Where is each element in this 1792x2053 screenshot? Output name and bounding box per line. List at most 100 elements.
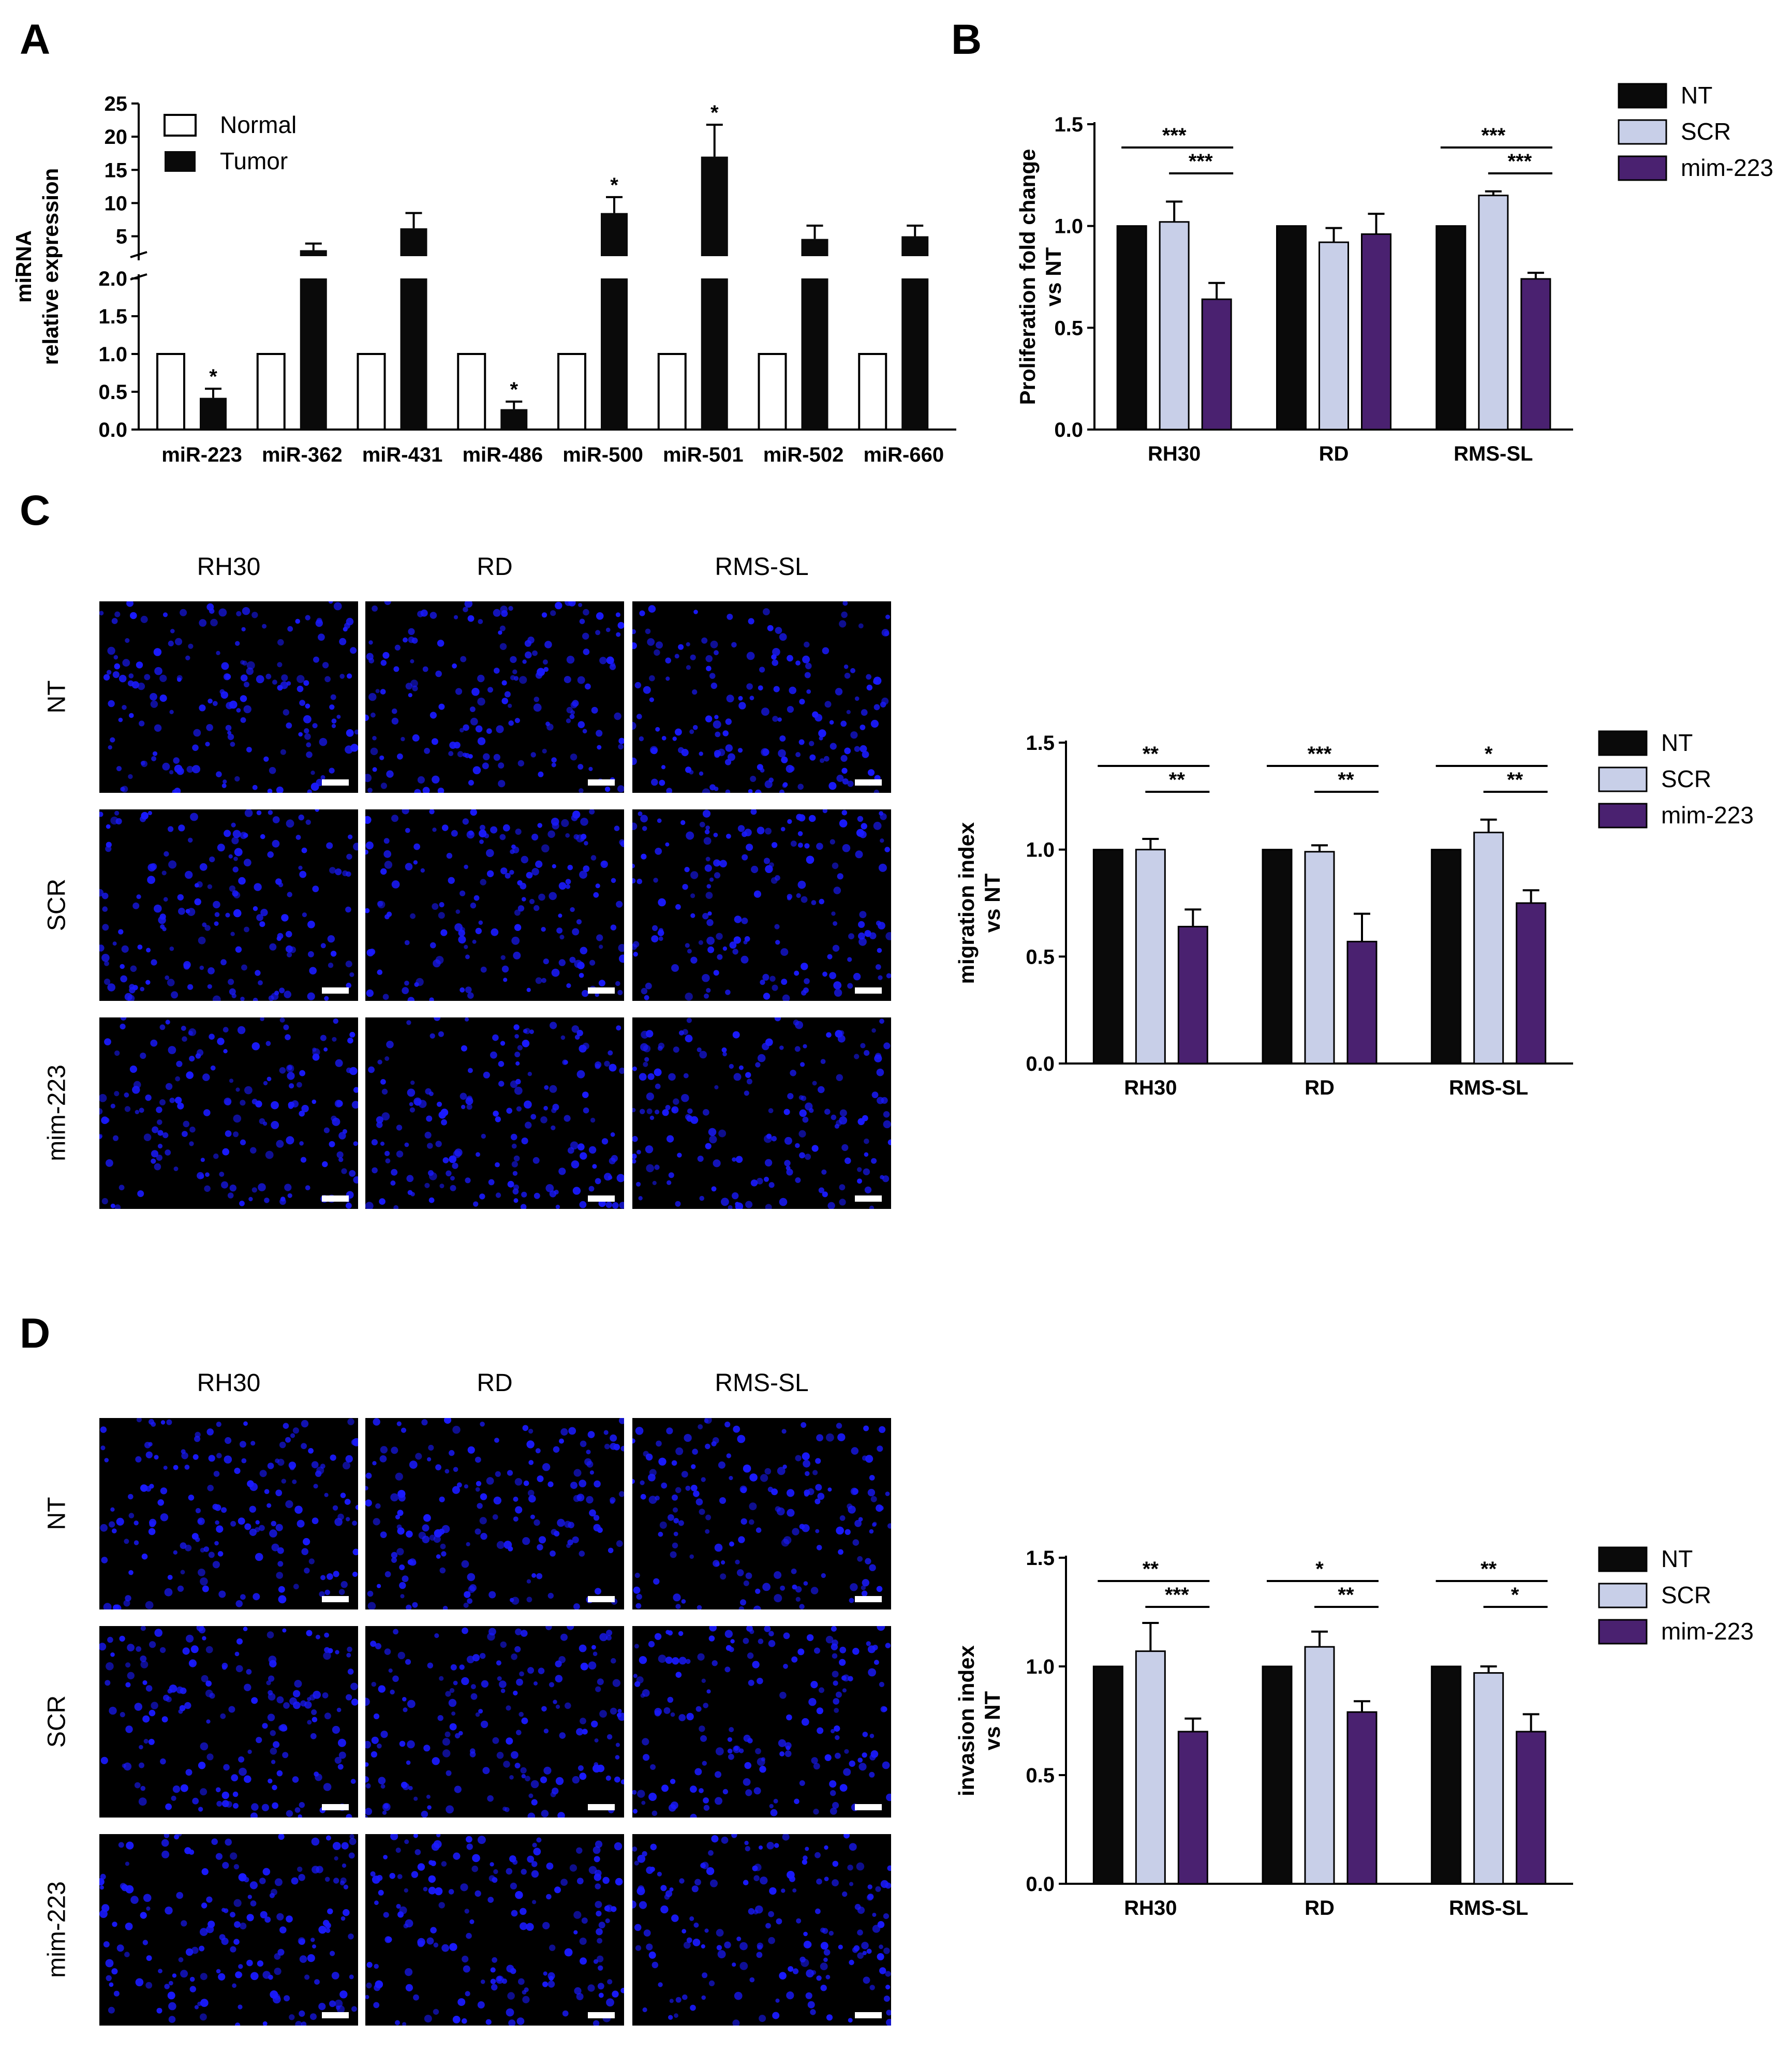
cell-nucleus <box>318 1926 327 1934</box>
cell-nucleus <box>276 1913 284 1921</box>
cell-nucleus <box>337 1513 344 1520</box>
cell-nucleus <box>347 673 352 679</box>
cell-nucleus <box>765 828 772 835</box>
cell-nucleus <box>685 943 690 948</box>
cell-nucleus <box>416 978 424 986</box>
cell-nucleus <box>746 652 755 660</box>
cell-nucleus <box>384 1571 391 1577</box>
cell-nucleus <box>750 809 757 815</box>
cell-nucleus <box>801 990 807 996</box>
cell-nucleus <box>309 967 317 974</box>
cell-nucleus <box>699 1051 707 1059</box>
cell-nucleus <box>346 982 351 988</box>
cell-nucleus <box>168 1046 176 1054</box>
cell-nucleus <box>114 1204 121 1209</box>
cell-nucleus <box>603 1430 609 1435</box>
cell-nucleus <box>595 883 600 889</box>
cell-nucleus <box>124 1106 131 1112</box>
cell-nucleus <box>802 655 810 663</box>
cell-nucleus <box>854 1054 860 1059</box>
d-bar-nt <box>1262 1665 1293 1885</box>
cell-nucleus <box>779 1751 785 1756</box>
cell-nucleus <box>801 896 808 903</box>
cell-nucleus <box>642 2007 647 2013</box>
cell-nucleus <box>580 1957 587 1965</box>
cell-nucleus <box>877 1445 883 1452</box>
cell-nucleus <box>182 1131 188 1137</box>
cell-nucleus <box>516 1678 523 1686</box>
cell-nucleus <box>862 1455 868 1461</box>
cell-nucleus <box>506 1107 512 1114</box>
cell-nucleus <box>640 815 648 823</box>
cell-nucleus <box>218 1973 226 1981</box>
cell-nucleus <box>795 752 801 758</box>
cell-nucleus <box>399 1582 406 1589</box>
cell-nucleus <box>514 909 521 916</box>
cell-nucleus <box>349 1838 357 1845</box>
cell-nucleus <box>154 1163 161 1171</box>
cell-nucleus <box>814 1647 820 1654</box>
cell-nucleus <box>246 1669 252 1675</box>
cell-nucleus <box>299 2010 305 2017</box>
cell-nucleus <box>238 1517 245 1525</box>
cell-nucleus <box>450 1176 455 1181</box>
cell-nucleus <box>681 1094 689 1102</box>
cell-nucleus <box>376 1116 383 1124</box>
cell-nucleus <box>555 1704 560 1709</box>
cell-nucleus <box>579 618 585 625</box>
cell-nucleus <box>857 816 864 822</box>
cell-nucleus <box>127 1672 135 1679</box>
cell-nucleus <box>135 1456 142 1463</box>
cell-nucleus <box>731 642 737 648</box>
cell-nucleus <box>803 1459 810 1468</box>
cell-nucleus <box>741 918 748 924</box>
cell-nucleus <box>229 1079 234 1083</box>
cell-nucleus <box>884 847 890 852</box>
cell-nucleus <box>410 659 414 663</box>
cell-nucleus <box>824 1845 828 1850</box>
cell-nucleus <box>365 1995 369 1999</box>
cell-nucleus <box>560 1633 568 1641</box>
cell-nucleus <box>127 995 135 1001</box>
cell-nucleus <box>745 1789 752 1796</box>
cell-nucleus <box>805 1471 810 1476</box>
cell-nucleus <box>715 1771 721 1778</box>
cell-nucleus <box>410 1080 415 1085</box>
cell-nucleus <box>569 1864 577 1872</box>
cell-nucleus <box>165 1803 172 1810</box>
cell-nucleus <box>645 628 651 634</box>
cell-nucleus <box>268 1656 277 1664</box>
cell-nucleus <box>333 602 342 611</box>
cell-nucleus <box>790 1070 796 1076</box>
cell-nucleus <box>279 1067 286 1074</box>
cell-nucleus <box>616 632 621 637</box>
cell-nucleus <box>136 1646 142 1652</box>
a-ytick-label-upper: 20 <box>105 126 128 149</box>
cell-nucleus <box>503 978 508 982</box>
cell-nucleus <box>654 1164 660 1170</box>
b-bar-nt <box>1116 225 1147 431</box>
cell-nucleus <box>847 780 854 787</box>
c-micrograph-cells <box>632 1017 891 1209</box>
cell-nucleus <box>397 753 403 760</box>
cell-nucleus <box>178 908 185 915</box>
cell-nucleus <box>177 1102 184 1110</box>
cell-nucleus <box>526 1579 531 1584</box>
cell-nucleus <box>526 872 533 879</box>
cell-nucleus <box>272 816 280 823</box>
a-ytick-label-lower: 1.0 <box>98 343 127 366</box>
cell-nucleus <box>695 1498 703 1505</box>
cell-nucleus <box>401 736 405 742</box>
cell-nucleus <box>168 640 174 646</box>
cell-nucleus <box>465 986 472 993</box>
cell-nucleus <box>106 1662 114 1671</box>
cell-nucleus <box>426 1115 433 1122</box>
cell-nucleus <box>345 961 352 968</box>
cell-nucleus <box>596 934 603 941</box>
cell-nucleus <box>411 1871 419 1878</box>
cell-nucleus <box>887 1139 891 1145</box>
cell-nucleus <box>577 1143 585 1151</box>
cell-nucleus <box>189 1976 195 1982</box>
cell-nucleus <box>711 1186 717 1192</box>
cell-nucleus <box>199 1945 205 1952</box>
